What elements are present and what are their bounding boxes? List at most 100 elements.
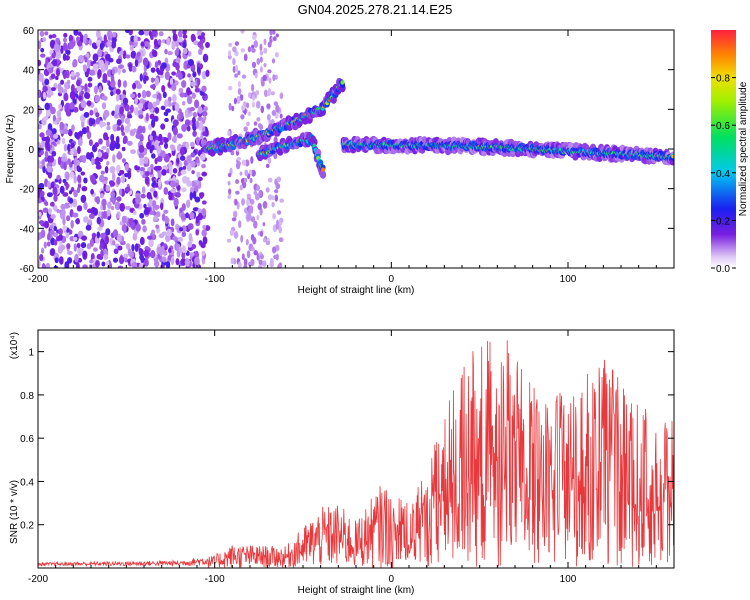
noise-point [76,186,81,194]
noise-point [181,203,186,211]
noise-point [141,186,146,194]
noise-point [192,122,197,132]
noise-point [134,166,141,171]
noise-point [44,78,50,86]
noise-point [90,188,94,195]
noise-point [85,72,89,78]
noise-point [94,94,101,103]
noise-point [178,227,184,232]
noise-point [253,250,258,256]
noise-point [73,106,79,113]
noise-point [203,115,207,121]
noise-point [86,130,92,140]
noise-point [166,37,171,46]
noise-point [159,249,163,257]
noise-point [44,201,49,206]
noise-point [42,85,48,93]
noise-point [240,30,245,34]
noise-point [233,231,239,239]
noise-point [73,189,78,198]
noise-point [106,125,111,131]
noise-point [110,140,117,147]
noise-point [177,30,183,37]
noise-point [160,62,167,69]
noise-point [131,244,135,252]
noise-point [125,104,130,112]
spectrogram-y-tick-label: 40 [23,66,35,77]
noise-point [80,242,87,249]
noise-point [45,262,51,268]
noise-point [240,234,244,243]
noise-point [191,116,196,125]
noise-point [158,31,164,37]
snr-y-tick-label: 0.2 [20,521,34,532]
noise-point [272,74,276,82]
noise-point [38,220,45,225]
noise-point [70,219,74,229]
noise-point [77,131,84,136]
chart-title: GN04.2025.278.21.14.E25 [297,2,453,17]
noise-point [138,152,145,159]
noise-point [106,160,110,166]
noise-point [152,94,157,99]
noise-point [55,68,61,77]
noise-point [169,166,173,176]
noise-point [48,155,55,163]
noise-point [38,68,41,75]
noise-point [195,229,200,236]
snr-y-tick-label: 1 [28,348,34,359]
noise-point [148,238,154,248]
noise-point [139,49,145,58]
noise-point [120,124,124,133]
noise-point [162,91,167,99]
noise-point [203,95,208,101]
noise-point [241,74,247,79]
colorbar-tick-label: 0.4 [716,169,730,180]
noise-point [121,215,127,225]
noise-point [53,133,59,139]
noise-point [152,180,157,187]
noise-point [73,243,77,252]
noise-point [50,181,55,189]
noise-point [95,196,101,205]
noise-point [60,79,65,85]
noise-point [259,43,263,51]
noise-point [137,125,144,135]
noise-point [80,100,87,109]
noise-point [58,228,63,235]
noise-point [140,170,144,176]
noise-point [250,156,254,164]
noise-point [246,121,250,127]
noise-point [66,243,71,249]
spectrogram-y-tick-label: 0 [28,145,34,156]
noise-point [41,264,47,268]
noise-point [156,98,160,106]
noise-point [179,155,186,161]
noise-point [255,89,260,96]
colorbar [711,30,736,268]
noise-point [84,56,88,63]
noise-point [257,202,262,211]
noise-point [239,171,243,176]
noise-point [250,246,255,252]
noise-point [179,146,185,156]
noise-point [124,30,130,34]
noise-point [100,249,104,258]
noise-point [157,170,162,179]
noise-point [189,252,195,257]
noise-point [182,47,188,55]
noise-point [117,78,122,88]
noise-point [145,90,151,98]
noise-point [124,205,131,210]
noise-point [112,31,117,38]
noise-point [256,117,261,122]
noise-point [192,190,197,199]
noise-point [65,183,70,189]
noise-point [251,169,256,177]
noise-point [272,213,276,220]
noise-point [103,109,110,118]
noise-point [267,69,272,74]
noise-point [143,30,150,36]
noise-point [197,208,202,214]
noise-point [172,33,178,42]
